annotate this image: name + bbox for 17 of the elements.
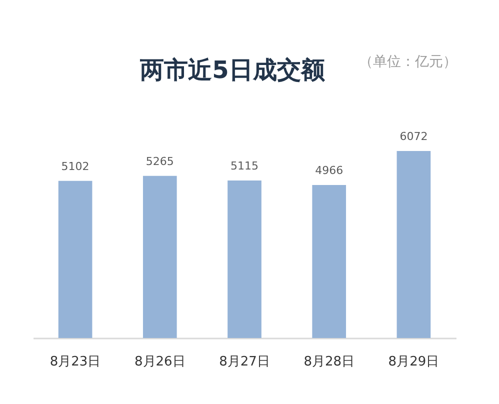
- x-tick-label: 8月26日: [134, 354, 186, 370]
- bar: [396, 151, 431, 338]
- data-label: 6072: [400, 130, 428, 143]
- bar: [142, 176, 177, 338]
- data-label: 5115: [230, 159, 258, 172]
- bar: [58, 180, 92, 338]
- data-label: 5265: [146, 154, 174, 168]
- text: （单位：亿元）: [359, 54, 457, 70]
- data-label: 4966: [315, 164, 344, 178]
- chart-title: 两市近5日成交额: [139, 56, 326, 84]
- x-tick-label: 8月28日: [304, 354, 355, 370]
- x-tick-label: 8月23日: [50, 354, 101, 370]
- x-tick-label: 8月27日: [219, 354, 270, 370]
- x-tick-label: 8月29日: [388, 354, 440, 370]
- bar: [228, 180, 262, 338]
- bar: [312, 185, 346, 338]
- data-label: 5102: [61, 160, 90, 173]
